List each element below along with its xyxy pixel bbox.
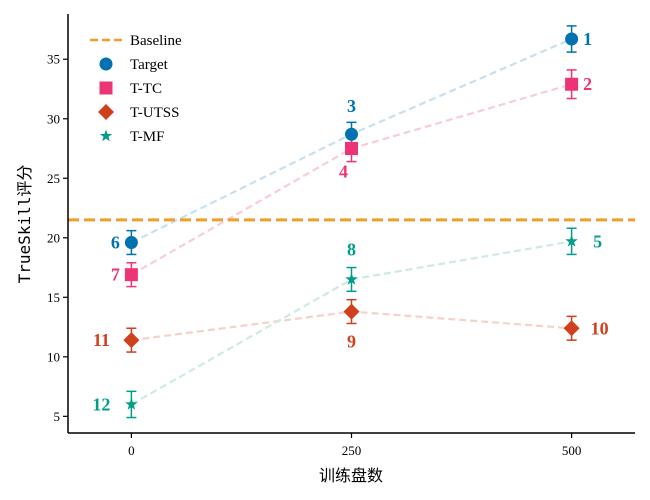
rank-label: 2: [583, 74, 592, 94]
y-tick-label: 15: [47, 290, 60, 305]
marker-target: [124, 236, 138, 250]
y-tick-label: 30: [47, 111, 60, 126]
rank-label: 8: [347, 239, 356, 259]
legend-label: T-UTSS: [130, 105, 179, 121]
y-tick-label: 35: [47, 52, 60, 67]
y-tick-label: 25: [47, 171, 60, 186]
rank-label: 6: [111, 233, 120, 253]
y-tick-label: 10: [47, 349, 60, 364]
marker-t-utss: [563, 320, 580, 337]
rank-labels: 6 3 1 7 4 2 11 9 10 12 8 5: [92, 29, 608, 414]
marker-t-mf: [565, 234, 578, 247]
rank-label: 12: [92, 394, 110, 414]
legend-label: Target: [130, 57, 169, 73]
rank-label: 9: [347, 332, 356, 352]
legend-swatch-t-utss: [98, 104, 114, 120]
y-tick-label: 20: [47, 230, 60, 245]
marker-t-utss: [123, 332, 140, 349]
data-markers: [123, 32, 580, 410]
rank-label: 4: [339, 162, 348, 182]
legend-swatch-target: [99, 57, 113, 71]
x-tick-label: 250: [342, 443, 362, 458]
rank-label: 3: [347, 96, 356, 116]
marker-t-mf: [125, 397, 138, 410]
legend-label: T-MF: [130, 129, 164, 145]
x-tick-label: 0: [128, 443, 135, 458]
marker-t-utss: [343, 303, 360, 320]
rank-label: 10: [591, 318, 609, 338]
rank-label: 1: [583, 29, 592, 49]
legend-swatch-t-tc: [99, 81, 113, 95]
marker-target: [345, 127, 358, 141]
x-tick-label: 500: [562, 443, 582, 458]
y-tick-label: 5: [54, 409, 61, 424]
legend-swatch-t-mf: [99, 129, 113, 142]
marker-t-mf: [345, 272, 358, 285]
marker-t-tc: [565, 77, 579, 91]
rank-label: 7: [111, 265, 120, 285]
rank-label: 11: [93, 330, 110, 350]
legend-label: T-TC: [130, 81, 162, 97]
y-axis-title: TrueSkill评分: [15, 165, 34, 284]
marker-target: [565, 32, 579, 46]
marker-t-tc: [345, 142, 358, 156]
x-axis-title: 训练盘数: [319, 466, 383, 485]
legend-label: Baseline: [130, 33, 182, 49]
error-bars: [126, 25, 577, 419]
legend: Baseline Target T-TC T-UTSS T-MF: [90, 33, 182, 145]
rank-label: 5: [593, 231, 602, 251]
marker-t-tc: [124, 268, 138, 282]
